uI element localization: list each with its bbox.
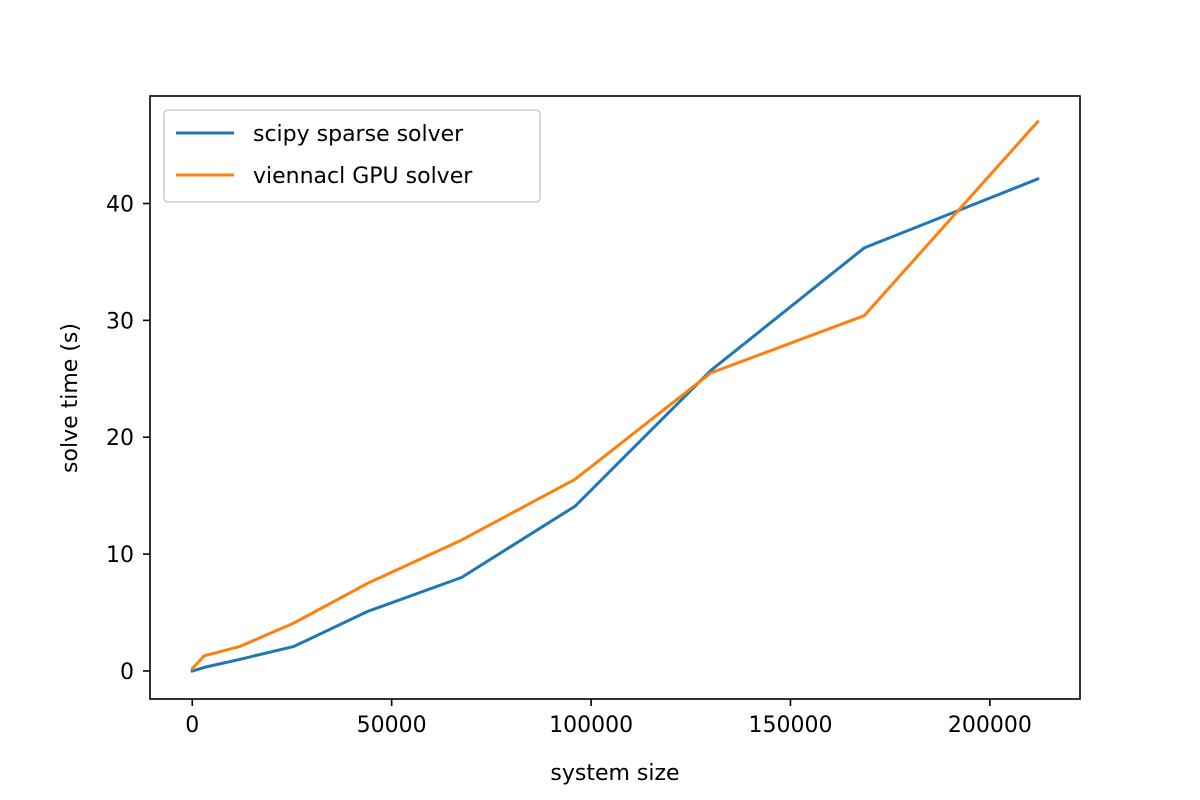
y-tick-label: 0 xyxy=(120,660,134,685)
legend-box xyxy=(163,109,541,203)
series-line-1 xyxy=(190,119,1040,671)
y-tick-label: 20 xyxy=(106,426,134,451)
y-axis-label: solve time (s) xyxy=(58,323,83,473)
legend-label-scipy: scipy sparse solver xyxy=(253,122,464,147)
x-tick-label: 150000 xyxy=(748,713,832,738)
plot-frame xyxy=(149,95,1081,700)
x-axis-label: system size xyxy=(550,761,679,786)
y-tick-label: 40 xyxy=(106,193,134,218)
legend: scipy sparse solver viennacl GPU solver xyxy=(163,109,541,203)
series-line-0 xyxy=(190,177,1040,673)
x-tick-label: 200000 xyxy=(948,713,1032,738)
x-axis-ticks: 0 50000 100000 150000 200000 xyxy=(185,699,1032,738)
x-tick-label: 100000 xyxy=(549,713,633,738)
y-axis-ticks: 0 10 20 30 40 xyxy=(106,193,150,685)
plot-lines xyxy=(190,119,1040,673)
y-tick-label: 10 xyxy=(106,543,134,568)
legend-label-viennacl: viennacl GPU solver xyxy=(253,164,473,189)
x-tick-label: 50000 xyxy=(357,713,427,738)
x-tick-label: 0 xyxy=(185,713,199,738)
y-tick-label: 30 xyxy=(106,309,134,334)
